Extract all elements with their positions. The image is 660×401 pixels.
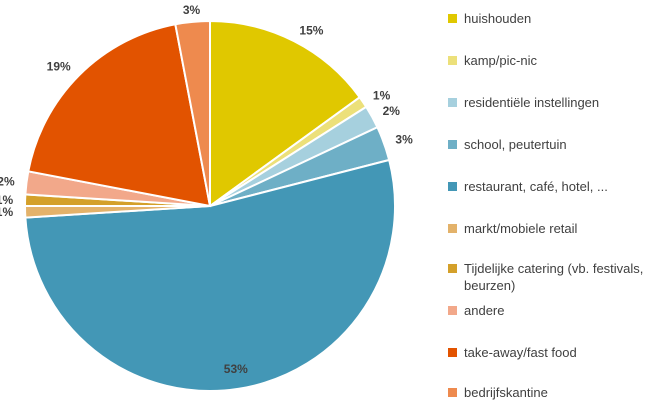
legend-item-0: huishouden [448,10,658,27]
legend-swatch-6 [448,264,457,273]
legend-item-6: Tijdelijke catering (vb. festivals, beur… [448,260,658,294]
legend-label-0: huishouden [464,11,532,26]
legend-item-4: restaurant, café, hotel, ... [448,178,658,195]
pie-slice-4 [24,158,396,393]
legend: huishouden kamp/pic-nic residentiële inste… [448,0,660,401]
legend-label-6: Tijdelijke catering (vb. festivals, beur… [464,261,644,293]
legend-item-3: school, peutertuin [448,136,658,153]
data-label-2: 2% [383,104,401,118]
legend-label-7: andere [464,303,505,318]
pie-chart: 15%1%2%3%53%1%1%2%19%3% [0,3,413,393]
legend-swatch-7 [448,306,457,315]
legend-item-9: bedrijfskantine [448,384,658,401]
legend-label-2: residentiële instellingen [464,95,600,110]
legend-label-1: kamp/pic-nic [464,53,537,68]
legend-swatch-8 [448,348,457,357]
legend-label-4: restaurant, café, hotel, ... [464,179,608,194]
legend-swatch-5 [448,224,457,233]
data-label-8: 19% [47,60,71,74]
pie-slice-0 [209,19,362,208]
pie-slice-9 [174,19,211,207]
data-label-7: 2% [0,174,15,188]
legend-item-5: markt/mobiele retail [448,220,658,237]
legend-swatch-0 [448,14,457,23]
legend-item-2: residentiële instellingen [448,94,658,111]
legend-swatch-4 [448,182,457,191]
legend-swatch-3 [448,140,457,149]
legend-label-9: bedrijfskantine [464,385,548,400]
legend-label-8: take-away/fast food [464,345,577,360]
legend-item-7: andere [448,302,658,319]
data-label-5: 1% [0,205,13,219]
legend-swatch-9 [448,388,457,397]
legend-swatch-1 [448,56,457,65]
data-label-6: 1% [0,193,13,207]
pie-slice-8 [27,23,212,208]
legend-label-3: school, peutertuin [464,137,567,152]
legend-item-8: take-away/fast food [448,344,658,361]
data-label-3: 3% [395,132,413,146]
data-label-4: 53% [224,362,248,376]
legend-item-1: kamp/pic-nic [448,52,658,69]
data-label-9: 3% [183,3,201,17]
data-label-0: 15% [299,24,323,38]
legend-swatch-2 [448,98,457,107]
legend-label-5: markt/mobiele retail [464,221,578,236]
data-label-1: 1% [373,88,391,102]
